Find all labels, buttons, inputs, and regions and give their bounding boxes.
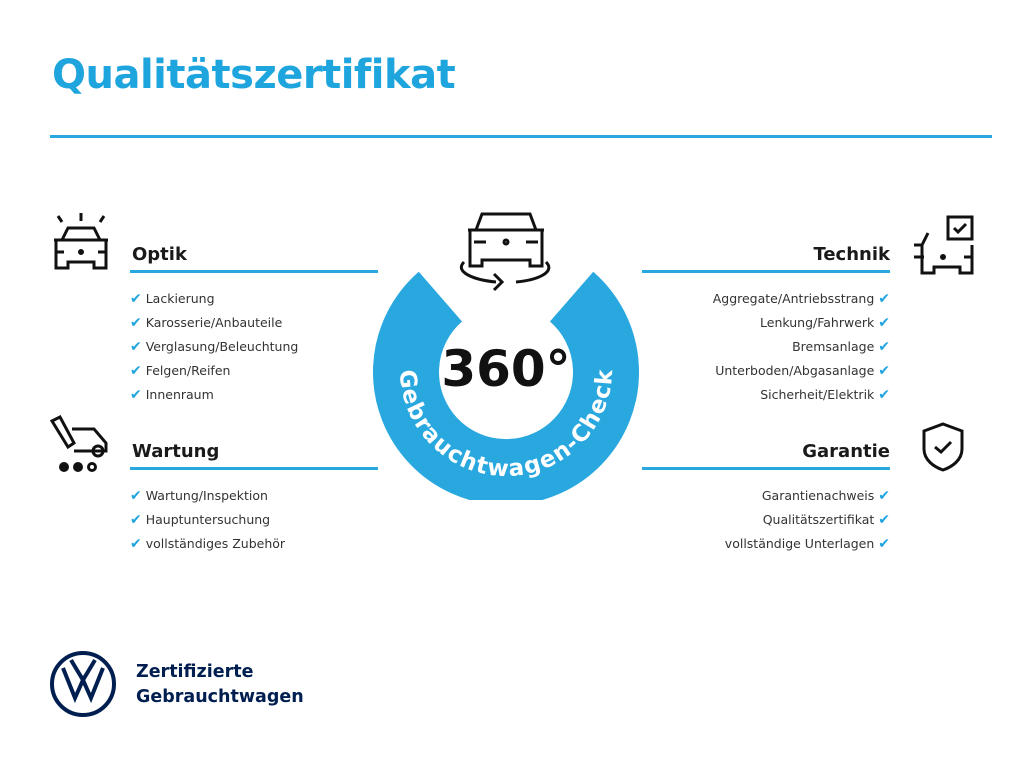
check-icon: ✔ [878,339,890,355]
checklist-item-label: Karosserie/Anbauteile [145,315,283,330]
checklist-item: Unterboden/Abgasanlage ✔ [642,359,890,383]
checklist-item: ✔ Felgen/Reifen [130,359,378,383]
check-icon: ✔ [878,315,890,331]
check-icon: ✔ [130,387,142,403]
section-heading: Optik [132,244,187,265]
check-icon: ✔ [878,387,890,403]
checklist-item-label: Unterboden/Abgasanlage [715,363,875,378]
checklist-item: Aggregate/Antriebsstrang ✔ [642,287,890,311]
checklist-item-label: Verglasung/Beleuchtung [145,339,299,354]
check-icon: ✔ [878,536,890,552]
check-icon: ✔ [130,291,142,307]
checklist-item-label: Lackierung [145,291,215,306]
checklist-item: Garantienachweis ✔ [642,484,890,508]
checklist-item: ✔ Wartung/Inspektion [130,484,378,508]
shield-check-icon [922,422,964,472]
checklist-item-label: Qualitätszertifikat [762,512,875,527]
check-icon: ✔ [130,339,142,355]
footer-line2: Gebrauchtwagen [136,687,304,707]
checklist-item: Bremsanlage ✔ [642,335,890,359]
checklist-item-label: Bremsanlage [792,339,875,354]
checklist-item: ✔ Hauptuntersuchung [130,508,378,532]
page-title: Qualitätszertifikat [52,52,456,98]
checklist-item-label: vollständige Unterlagen [724,536,875,551]
checklist-item-label: Hauptuntersuchung [145,512,271,527]
checklist-item-label: Lenkung/Fahrwerk [760,315,875,330]
checklist-item-label: Sicherheit/Elektrik [760,387,875,402]
check-icon: ✔ [130,315,142,331]
checklist: Garantienachweis ✔ Qualitätszertifikat ✔ v… [642,484,890,556]
checklist-item: Lenkung/Fahrwerk ✔ [642,311,890,335]
checklist-item-label: vollständiges Zubehör [145,536,286,551]
checklist-item: ✔ Karosserie/Anbauteile [130,311,378,335]
title-divider [50,135,992,138]
checklist-item-label: Garantienachweis [761,488,875,503]
car-lights-icon [54,213,108,270]
check-icon: ✔ [130,536,142,552]
section-optik: Optik ✔ Lackierung ✔ Karosserie/Anbauteil… [130,242,378,407]
checklist-item: ✔ Verglasung/Beleuchtung [130,335,378,359]
section-divider [642,270,890,273]
checklist: ✔ Wartung/Inspektion ✔ Hauptuntersuchung ✔… [130,484,378,556]
check-icon: ✔ [878,488,890,504]
section-divider [130,467,378,470]
checklist: Aggregate/Antriebsstrang ✔ Lenkung/Fahrwe… [642,287,890,407]
section-wartung: Wartung ✔ Wartung/Inspektion ✔ Hauptunter… [130,439,378,556]
footer-brand-text: Zertifizierte Gebrauchtwagen [136,660,304,710]
section-technik: Technik Aggregate/Antriebsstrang ✔ Lenkun… [642,242,890,407]
check-icon: ✔ [878,363,890,379]
vw-logo [50,651,116,717]
footer-line1: Zertifizierte [136,662,254,682]
checklist-item-label: Innenraum [145,387,214,402]
checklist-item: Sicherheit/Elektrik ✔ [642,383,890,407]
check-icon: ✔ [878,512,890,528]
checklist-item: ✔ vollständiges Zubehör [130,532,378,556]
checklist-item: ✔ Innenraum [130,383,378,407]
checklist-item-label: Wartung/Inspektion [145,488,268,503]
section-heading: Technik [813,244,890,265]
check-icon: ✔ [130,488,142,504]
checklist-item-label: Felgen/Reifen [145,363,231,378]
car-checklist-icon [914,215,974,275]
check-icon: ✔ [130,363,142,379]
checklist-item-label: Aggregate/Antriebsstrang [712,291,875,306]
checklist-item: Qualitätszertifikat ✔ [642,508,890,532]
check-icon: ✔ [878,291,890,307]
car-rotate-icon [460,212,551,292]
checklist: ✔ Lackierung ✔ Karosserie/Anbauteile ✔ Ver… [130,287,378,407]
section-heading: Wartung [132,441,220,462]
badge-number: 360° [441,340,570,398]
check-icon: ✔ [130,512,142,528]
section-divider [130,270,378,273]
service-truck-icon [49,415,108,472]
checklist-item: ✔ Lackierung [130,287,378,311]
checklist-item: vollständige Unterlagen ✔ [642,532,890,556]
check-badge: 360° Gebrauchtwagen-Check [373,212,639,500]
section-garantie: Garantie Garantienachweis ✔ Qualitätszert… [642,439,890,556]
section-heading: Garantie [802,441,890,462]
section-divider [642,467,890,470]
badge-ring [373,271,639,500]
